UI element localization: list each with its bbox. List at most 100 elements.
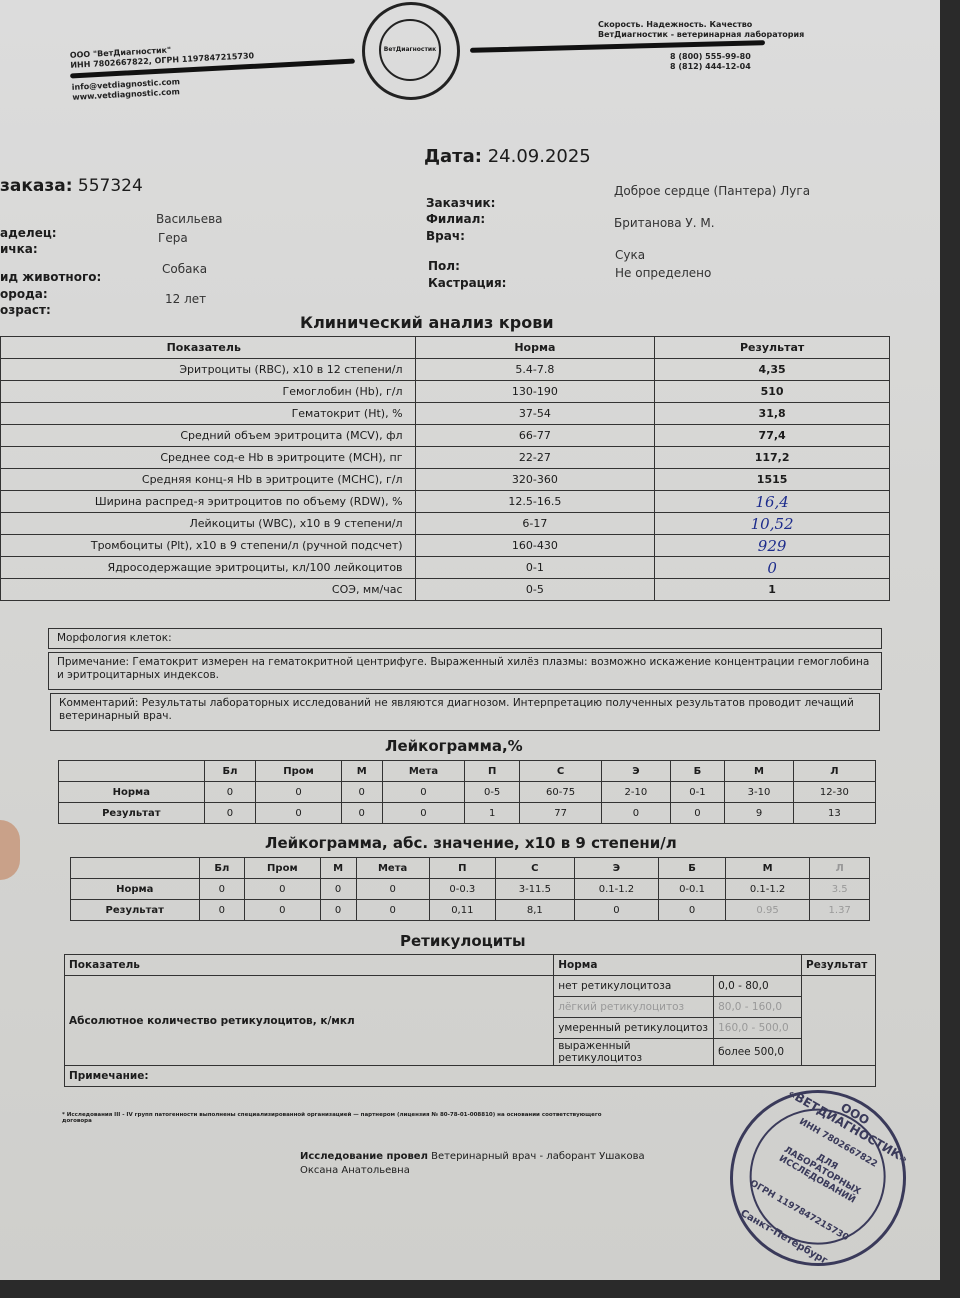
cbc-row: Средняя конц-я Hb в эритроците (MCHC), г… <box>0 468 890 491</box>
customer-label: Заказчик: <box>426 196 496 210</box>
leukogram-cell: Норма <box>70 878 200 900</box>
cbc-result: 929 <box>654 534 890 557</box>
cbc-name: Лейкоциты (WBC), x10 в 9 степени/л <box>0 512 416 535</box>
leukogram-cell: 9 <box>724 802 794 824</box>
date: Дата: 24.09.2025 <box>424 146 591 167</box>
leukogram-cell: 0 <box>198 899 246 921</box>
doctor-value: Британова У. М. <box>614 216 715 230</box>
company-stamp: ООО «ВЕТДИАГНОСТИК» ИНН 7802667822 ДЛЯ Л… <box>697 1057 939 1298</box>
cbc-row: Среднее сод-е Hb в эритроците (MCH), пг 2… <box>0 446 890 469</box>
leukogram-cell: Результат <box>70 899 200 921</box>
leukogram-cell: 3-11.5 <box>495 878 575 900</box>
leukogram-cell: 0 <box>244 899 321 921</box>
leukogram-header: Мета <box>355 857 430 879</box>
leukogram-cell: 0-0.3 <box>428 878 497 900</box>
leukogram-header: Б <box>658 857 726 879</box>
leukogram-cell: 0 <box>198 878 246 900</box>
leukogram-header: Бл <box>198 857 246 879</box>
leukogram-abs-table: Бл Пром М Мета П С Э Б М Л Норма 0 0 0 0 0-0.3 3-11.5 0.1… <box>70 857 870 921</box>
leukogram-cell: 60-75 <box>518 781 603 803</box>
leukogram-cell: 0.1-1.2 <box>573 878 660 900</box>
ret-norm-label: выраженный ретикулоцитоз <box>553 1038 715 1066</box>
cbc-name: Средний объем эритроцита (MCV), фл <box>0 424 416 447</box>
leukogram-cell: 0-0.1 <box>658 878 726 900</box>
leukogram-header: Л <box>809 857 870 879</box>
leukogram-cell: 0 <box>255 802 342 824</box>
cbc-name: Ядросодержащие эритроциты, кл/100 лейкоц… <box>0 556 416 579</box>
cbc-result: 510 <box>654 380 890 403</box>
cbc-result: 1 <box>654 578 890 601</box>
cbc-result: 0 <box>654 556 890 579</box>
header-norm: Норма <box>414 336 656 359</box>
morphology: Морфология клеток: <box>48 628 882 649</box>
leukogram-header: М <box>319 857 357 879</box>
leukogram-cell: 1.37 <box>809 899 870 921</box>
leukogram-cell: 0 <box>319 899 357 921</box>
logo-text: ВетДиагностик <box>379 19 441 81</box>
ret-norm-range: 0,0 - 80,0 <box>713 975 802 997</box>
cbc-result: 10,52 <box>654 512 890 535</box>
leukogram-cell: 0-5 <box>464 781 520 803</box>
cbc-norm: 5.4-7.8 <box>414 358 656 381</box>
leukogram-cell: 12-30 <box>792 781 877 803</box>
performed-value: Ветеринарный врач - лаборант Ушакова Окс… <box>300 1151 645 1176</box>
cbc-row: Тромбоциты (Plt), x10 в 9 степени/л (руч… <box>0 534 890 557</box>
cbc-norm: 37-54 <box>414 402 656 425</box>
leukogram-cell: 0 <box>601 802 671 824</box>
cbc-name: Среднее сод-е Hb в эритроците (MCH), пг <box>0 446 416 469</box>
phones: 8 (800) 555-99-80 8 (812) 444-12-04 <box>670 52 751 72</box>
leukogram-header: С <box>518 760 603 782</box>
leukogram-header: М <box>724 760 794 782</box>
leukogram-abs-title: Лейкограмма, абс. значение, x10 в 9 степ… <box>265 834 677 852</box>
performed-label: Исследование провел <box>300 1151 428 1162</box>
species-label: ид животного: <box>0 270 102 284</box>
ret-norm-range: 160,0 - 500,0 <box>713 1017 802 1039</box>
leukogram-header-row: Бл Пром М Мета П С Э Б М Л <box>70 857 870 879</box>
leukogram-cell: 0 <box>381 802 466 824</box>
ret-header-result: Результат <box>801 954 876 976</box>
cbc-name: Ширина распред-я эритроцитов по объему (… <box>0 490 416 513</box>
header-indicator: Показатель <box>0 336 416 359</box>
branch-label: Филиал: <box>426 212 486 226</box>
cbc-name: Тромбоциты (Plt), x10 в 9 степени/л (руч… <box>0 534 416 557</box>
breed-label: орода: <box>0 287 48 301</box>
leukogram-cell: 0 <box>355 899 430 921</box>
cbc-row: Гемоглобин (Hb), г/л 130-190 510 <box>0 380 890 403</box>
date-label: Дата: <box>424 146 482 167</box>
leukogram-header: Пром <box>244 857 321 879</box>
order-label: заказа: <box>0 176 73 196</box>
cbc-norm: 320-360 <box>414 468 656 491</box>
leukogram-cell: 13 <box>792 802 877 824</box>
species-value: Собака <box>162 262 208 276</box>
leukogram-header: П <box>464 760 520 782</box>
leukogram-cell: 0.95 <box>724 899 811 921</box>
ret-norm-label: лёгкий ретикулоцитоз <box>553 996 715 1018</box>
slogan-line: ВетДиагностик - ветеринарная лаборатория <box>598 30 805 39</box>
leukogram-header <box>70 857 200 879</box>
leukogram-cell: 1 <box>464 802 520 824</box>
order-value: 557324 <box>77 176 143 196</box>
finger <box>0 820 20 880</box>
cbc-norm: 0-1 <box>414 556 656 579</box>
leukogram-cell: 0 <box>203 781 257 803</box>
leukogram-header: Бл <box>203 760 257 782</box>
leukogram-pct-title: Лейкограмма,% <box>385 737 523 755</box>
leukogram-cell: 0 <box>573 899 660 921</box>
leukogram-cell: 0-1 <box>669 781 726 803</box>
cbc-note: Примечание: Гематокрит измерен на гемато… <box>48 652 882 690</box>
leukogram-cell: 0.1-1.2 <box>724 878 811 900</box>
order-number: заказа: 557324 <box>0 176 143 196</box>
leukogram-cell: 3-10 <box>724 781 794 803</box>
leukogram-header: Пром <box>255 760 342 782</box>
cbc-row: Ширина распред-я эритроцитов по объему (… <box>0 490 890 513</box>
leukogram-cell: 2-10 <box>601 781 671 803</box>
cbc-comment: Комментарий: Результаты лабораторных исс… <box>50 693 880 731</box>
cbc-norm: 130-190 <box>414 380 656 403</box>
sex-value: Сука <box>615 248 646 262</box>
leukogram-cell: 0 <box>319 878 357 900</box>
footnote: * Исследования III - IV групп патогеннос… <box>62 1112 602 1124</box>
owner-value: Васильева <box>156 212 223 226</box>
contacts: info@vetdiagnostic.com www.vetdiagnostic… <box>72 77 181 103</box>
leukogram-header: С <box>495 857 575 879</box>
cbc-name: Гемоглобин (Hb), г/л <box>0 380 416 403</box>
